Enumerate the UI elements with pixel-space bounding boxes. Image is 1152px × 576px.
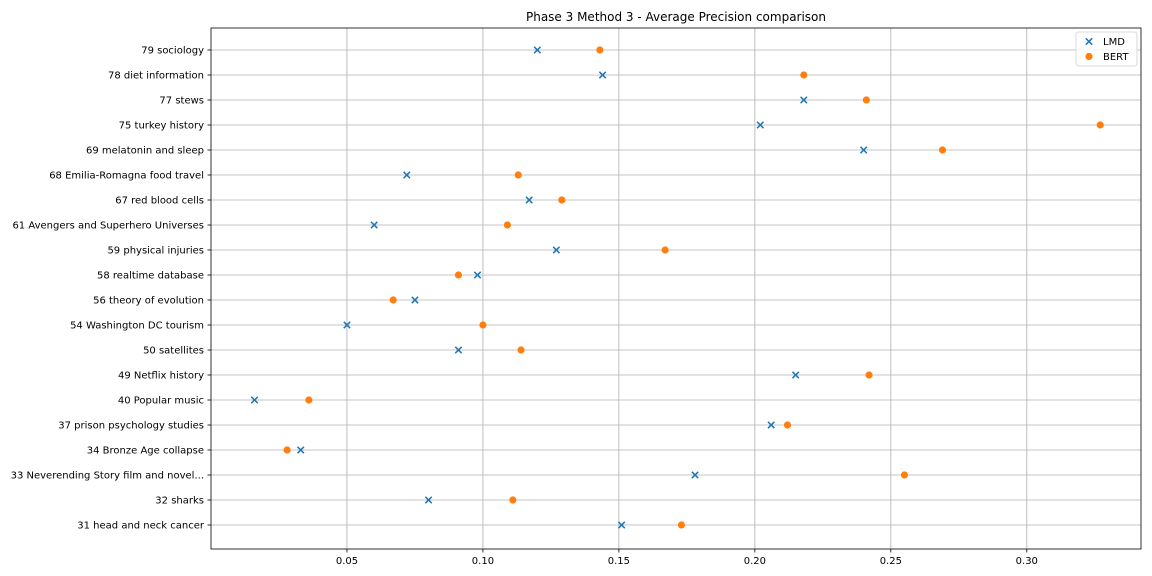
lmd-point [454, 346, 463, 354]
y-tick-label: 61 Avengers and Superhero Universes [12, 221, 204, 232]
lmd-point [370, 221, 378, 229]
y-tick-label: 67 red blood cells [115, 196, 204, 207]
bert-point [1096, 121, 1104, 129]
bert-point [389, 296, 397, 304]
x-tick-label: 0.15 [608, 556, 630, 567]
y-tick-label: 40 Popular music [118, 396, 204, 407]
data-points [250, 46, 1104, 529]
y-tick-label: 56 theory of evolution [93, 296, 204, 307]
bert-point [509, 496, 517, 504]
lmd-point [424, 496, 433, 504]
bert-point [783, 421, 792, 429]
y-tick-label: 33 Neverending Story film and novel... [11, 471, 204, 482]
bert-point [514, 171, 522, 179]
lmd-point [552, 246, 561, 254]
bert-point [479, 321, 487, 329]
legend-bert-label: BERT [1103, 52, 1129, 63]
bert-point [900, 471, 909, 479]
lmd-point [756, 121, 765, 129]
lmd-point [473, 271, 482, 279]
y-tick-label: 75 turkey history [119, 121, 204, 132]
y-tick-label: 79 sociology [141, 46, 204, 57]
bert-point [862, 96, 870, 104]
lmd-point [343, 321, 351, 329]
x-tick-label: 0.30 [1016, 556, 1038, 567]
lmd-point [800, 96, 808, 104]
legend: LMD BERT [1075, 31, 1138, 67]
grid-lines [211, 28, 1141, 549]
x-tick-label: 0.10 [472, 556, 494, 567]
lmd-point [617, 521, 626, 529]
legend-bert-marker [1085, 52, 1093, 61]
x-tick-label: 0.05 [336, 556, 358, 567]
lmd-point [403, 171, 411, 179]
y-tick-label: 50 satellites [143, 346, 204, 357]
bert-point [938, 146, 947, 154]
y-tick-label: 32 sharks [155, 496, 204, 507]
y-tick-label: 34 Bronze Age collapse [87, 446, 204, 457]
lmd-point [250, 396, 259, 404]
chart-title: Phase 3 Method 3 - Average Precision com… [526, 10, 826, 24]
bert-point [503, 221, 512, 229]
legend-lmd-label: LMD [1103, 37, 1125, 48]
lmd-point [598, 71, 607, 79]
y-tick-label: 69 melatonin and sleep [86, 146, 204, 157]
y-tick-label: 58 realtime database [97, 271, 204, 282]
y-tick-label: 77 stews [159, 96, 204, 107]
y-tick-label: 59 physical injuries [107, 246, 204, 257]
y-tick-label: 78 diet information [108, 71, 204, 82]
bert-point [558, 196, 566, 204]
bert-point [677, 521, 686, 529]
bert-point [454, 271, 463, 279]
bert-point [517, 346, 525, 354]
bert-point [283, 446, 291, 454]
x-tick-label: 0.20 [744, 556, 766, 567]
y-tick-label: 68 Emilia-Romagna food travel [49, 171, 204, 182]
lmd-point [767, 421, 775, 429]
lmd-point [791, 371, 800, 379]
lmd-point [297, 446, 305, 454]
lmd-point [411, 296, 419, 304]
y-tick-label: 31 head and neck cancer [77, 521, 205, 532]
plot-frame [210, 27, 1142, 550]
lmd-point [859, 146, 868, 154]
lmd-point [691, 471, 699, 479]
bert-point [800, 71, 808, 79]
y-tick-label: 37 prison psychology studies [58, 421, 204, 432]
bert-point [865, 371, 873, 379]
y-tick-label: 49 Netflix history [118, 371, 204, 382]
lmd-point [533, 46, 542, 54]
axes: 0.05 0.10 0.15 0.20 0.25 0.30 79 sociology 78 d… [11, 46, 1038, 568]
legend-lmd-marker [1085, 37, 1093, 46]
bert-point [305, 396, 313, 404]
bert-point [661, 246, 669, 254]
x-tick-label: 0.25 [880, 556, 902, 567]
y-tick-label: 54 Washington DC tourism [70, 321, 204, 332]
lmd-point [525, 196, 533, 204]
bert-point [596, 46, 604, 54]
